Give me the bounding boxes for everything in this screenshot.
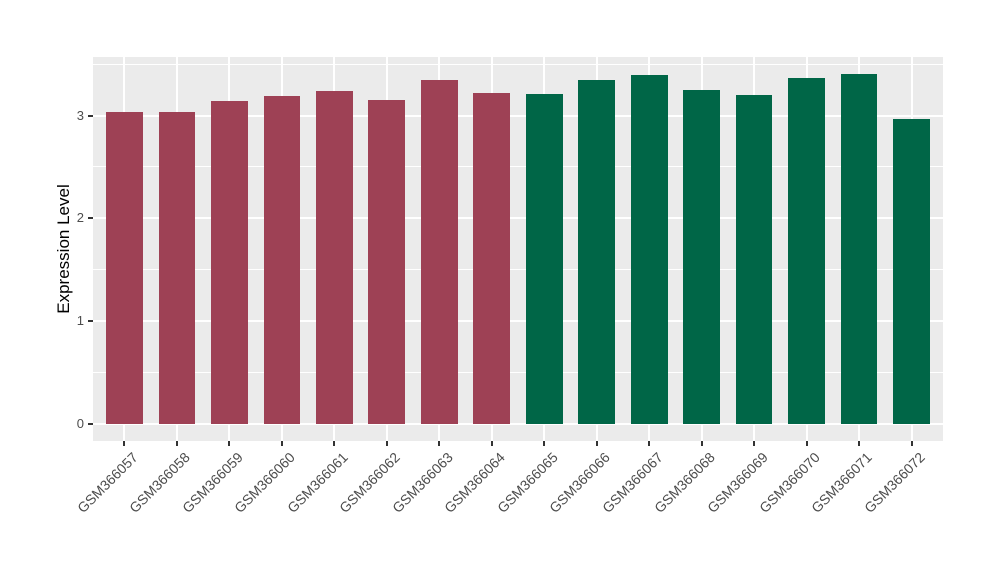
bar-GSM366061	[315, 90, 353, 424]
bar-GSM366072	[893, 118, 930, 424]
plot-panel	[93, 57, 943, 441]
y-major-gridline	[93, 217, 943, 220]
x-tick-mark	[280, 441, 283, 446]
y-minor-gridline	[93, 269, 943, 271]
bar-GSM366071	[840, 74, 878, 424]
y-tick-label: 1	[76, 312, 84, 328]
bar-GSM366064	[473, 92, 511, 424]
x-tick-mark	[858, 441, 861, 446]
bar-GSM366068	[683, 89, 720, 424]
bar-GSM366063	[420, 79, 458, 424]
y-tick-label: 3	[76, 107, 84, 123]
bar-GSM366062	[368, 100, 406, 424]
x-tick-mark	[123, 441, 126, 446]
bar-GSM366069	[735, 94, 773, 424]
y-minor-gridline	[93, 166, 943, 168]
x-tick-mark	[910, 441, 913, 446]
x-tick-mark	[753, 441, 756, 446]
y-tick-mark	[88, 217, 93, 220]
bar-GSM366057	[106, 112, 143, 424]
y-tick-label: 2	[76, 210, 84, 226]
y-axis-title: Expression Level	[54, 184, 73, 314]
x-tick-mark	[543, 441, 546, 446]
x-tick-mark	[490, 441, 493, 446]
bar-GSM366067	[630, 75, 668, 424]
x-tick-mark	[175, 441, 178, 446]
x-tick-mark	[595, 441, 598, 446]
bar-GSM366059	[211, 101, 248, 424]
bar-GSM366065	[525, 93, 563, 424]
x-tick-mark	[228, 441, 231, 446]
y-tick-mark	[88, 319, 93, 322]
x-tick-mark	[648, 441, 651, 446]
x-tick-mark	[438, 441, 441, 446]
y-major-gridline	[93, 114, 943, 117]
bar-GSM366060	[263, 96, 301, 424]
x-tick-mark	[333, 441, 336, 446]
y-tick-label: 0	[76, 415, 84, 431]
bar-GSM366066	[578, 79, 616, 424]
y-minor-gridline	[93, 371, 943, 373]
y-minor-gridline	[93, 63, 943, 65]
x-tick-mark	[805, 441, 808, 446]
y-major-gridline	[93, 422, 943, 425]
bar-GSM366058	[158, 112, 196, 424]
x-tick-mark	[700, 441, 703, 446]
x-tick-mark	[385, 441, 388, 446]
bar-GSM366070	[788, 77, 825, 424]
y-tick-mark	[88, 422, 93, 425]
y-major-gridline	[93, 319, 943, 322]
y-tick-mark	[88, 114, 93, 117]
